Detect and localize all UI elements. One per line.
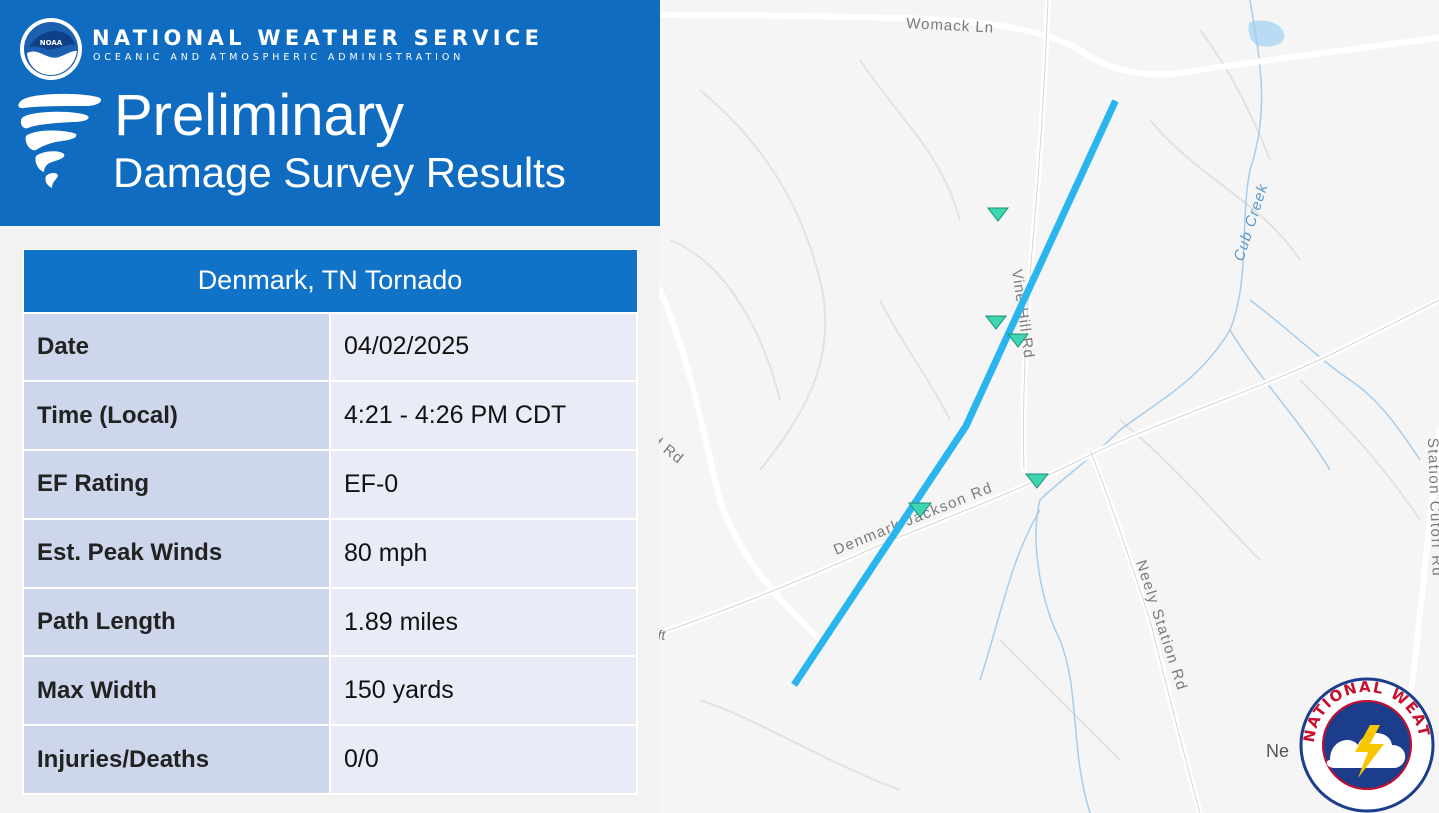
row-label: Max Width bbox=[22, 655, 331, 727]
lightning-icon bbox=[1355, 725, 1384, 778]
label-station-cutoff-rd: Station Cutoff Rd bbox=[1424, 438, 1439, 578]
row-value: 150 yards bbox=[329, 655, 638, 727]
table-row-date: Date 04/02/2025 bbox=[22, 311, 638, 383]
title-sub: Damage Survey Results bbox=[113, 149, 566, 196]
creek-lines bbox=[979, 0, 1421, 813]
row-label: Time (Local) bbox=[22, 380, 331, 452]
title-main: Preliminary bbox=[114, 83, 405, 148]
agency-name: NATIONAL WEATHER SERVICE bbox=[92, 26, 544, 50]
survey-summary-table: Denmark, TN Tornado Date 04/02/2025 Time… bbox=[22, 249, 638, 796]
label-town: Ne bbox=[1266, 741, 1289, 761]
row-label: Date bbox=[22, 311, 331, 383]
row-value: 80 mph bbox=[329, 517, 638, 589]
row-value: EF-0 bbox=[329, 449, 638, 520]
row-value: 04/02/2025 bbox=[329, 311, 638, 383]
damage-marker[interactable] bbox=[984, 315, 1008, 330]
row-label: EF Rating bbox=[22, 449, 331, 520]
row-label: Path Length bbox=[22, 586, 331, 658]
damage-markers bbox=[907, 207, 1050, 518]
pond bbox=[1248, 20, 1285, 47]
table-row-ef-rating: EF Rating EF-0 bbox=[22, 449, 638, 520]
table-row-injuries-deaths: Injuries/Deaths 0/0 bbox=[22, 724, 638, 796]
row-value: 1.89 miles bbox=[329, 586, 638, 658]
table-row-peak-winds: Est. Peak Winds 80 mph bbox=[22, 517, 638, 589]
noaa-logo-icon: NOAA bbox=[20, 18, 82, 80]
row-value: 4:21 - 4:26 PM CDT bbox=[329, 380, 638, 452]
table-header-row: Denmark, TN Tornado bbox=[22, 249, 638, 313]
label-womack-ln: Womack Ln bbox=[906, 15, 995, 37]
tornado-track[interactable] bbox=[791, 99, 1119, 687]
table-row-max-width: Max Width 150 yards bbox=[22, 655, 638, 727]
damage-marker[interactable] bbox=[907, 502, 933, 518]
event-title: Denmark, TN Tornado bbox=[22, 249, 638, 313]
road-casing bbox=[639, 0, 1439, 813]
tornado-icon bbox=[18, 93, 102, 188]
agency-subtitle: OCEANIC AND ATMOSPHERIC ADMINISTRATION bbox=[93, 52, 465, 63]
terrain-shading bbox=[669, 29, 1421, 791]
damage-marker[interactable] bbox=[986, 207, 1010, 222]
row-value: 0/0 bbox=[329, 724, 638, 796]
damage-marker[interactable] bbox=[1006, 333, 1030, 348]
table-row-path-length: Path Length 1.89 miles bbox=[22, 586, 638, 658]
row-label: Injuries/Deaths bbox=[22, 724, 331, 796]
logo-text: NOAA bbox=[40, 39, 63, 47]
header-banner: NOAA NATIONAL WEATHER SERVICE OCEANIC AN… bbox=[0, 0, 660, 226]
row-label: Est. Peak Winds bbox=[22, 517, 331, 589]
table-row-time: Time (Local) 4:21 - 4:26 PM CDT bbox=[22, 380, 638, 452]
damage-marker[interactable] bbox=[1024, 473, 1050, 489]
